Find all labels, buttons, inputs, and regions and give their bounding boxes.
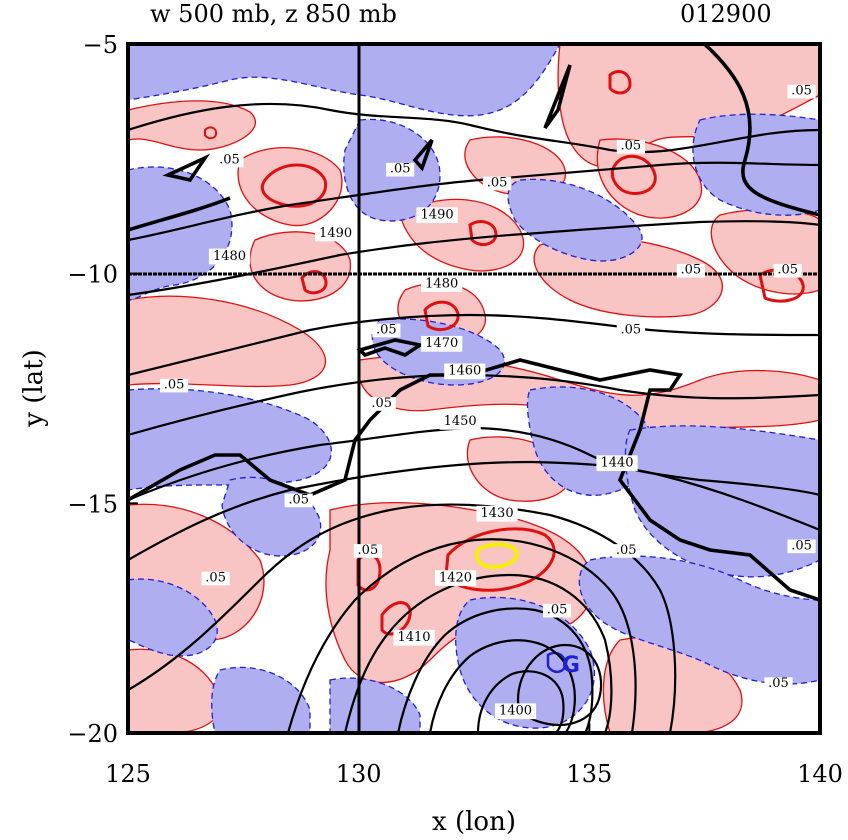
w-contour-label: .05 <box>768 676 789 691</box>
height-contour-label: 1470 <box>425 336 458 351</box>
max-w-contour <box>475 542 519 570</box>
w-contour-label-bg <box>542 603 572 618</box>
w-contour-label: .05 <box>219 152 240 167</box>
height-contour-label-bg <box>434 570 477 586</box>
w-contour-label: .05 <box>621 322 642 337</box>
height-contour-label: 1430 <box>481 506 514 521</box>
y-axis-title: y (lat) <box>19 349 49 428</box>
w-contour-label: .05 <box>547 603 568 618</box>
height-contour-label: 1490 <box>421 208 454 223</box>
height-contour-label: 1480 <box>213 249 246 264</box>
height-contour-label: 1420 <box>439 570 472 585</box>
y-tick-label: −10 <box>67 261 118 289</box>
w-contour-label: .05 <box>358 543 379 558</box>
axis-ticks: 125 130 135 140 −5 −10 −15 −20 <box>67 31 843 788</box>
height-contour-label-bg <box>596 455 638 472</box>
contour-labels: 1490 1480 1470 1460 1450 1440 1430 1420 1410 1400… <box>160 84 816 720</box>
w-min-marker: G <box>562 653 580 678</box>
w-contour-label-bg <box>284 493 313 508</box>
w-contour-label-bg <box>353 544 382 558</box>
height-contour-label: 1460 <box>448 364 481 379</box>
w-contour-label-bg <box>372 323 401 338</box>
w-contour-label: .05 <box>164 378 185 393</box>
x-axis-title: x (lon) <box>432 807 516 837</box>
x-tick-label: 125 <box>105 760 151 788</box>
x-tick-label: 130 <box>336 760 382 788</box>
w-contour-label-bg <box>676 263 705 278</box>
w-fill-negative <box>128 44 820 733</box>
w-contour-label: .05 <box>791 84 812 99</box>
w-contour-label: .05 <box>205 570 226 585</box>
w-strong-contours <box>204 70 805 674</box>
w-contour-label-bg <box>616 323 645 338</box>
height-contour-label-bg <box>421 276 463 292</box>
height-contour-label: 1440 <box>600 456 633 471</box>
plot-area: 1490 1480 1470 1460 1450 1440 1430 1420 1410 1400… <box>128 44 820 733</box>
w-contour-label: .05 <box>621 139 642 154</box>
height-contour-label-bg <box>416 207 458 224</box>
w-contour-label: .05 <box>791 538 812 553</box>
y-tick-label: −5 <box>83 31 118 59</box>
w-contour-label-bg <box>160 378 189 393</box>
height-contour-label-bg <box>315 225 357 242</box>
w-contour-label-bg <box>787 84 816 99</box>
x-tick-label: 140 <box>797 760 843 788</box>
w-contour-label: .05 <box>616 543 637 558</box>
height-contour-label: 1480 <box>425 276 458 291</box>
w-contour-label-bg <box>482 176 512 191</box>
height-contour-label: 1450 <box>444 414 477 429</box>
height-contour-label-bg <box>476 505 518 522</box>
height-contour-label-bg <box>208 248 251 265</box>
w-contour-label-bg <box>612 544 641 558</box>
w-contour-label: .05 <box>371 396 392 411</box>
w-contour-label: .05 <box>680 263 701 278</box>
x-tick-label: 135 <box>566 760 612 788</box>
height-contour-label: 1410 <box>397 630 430 645</box>
w-contour-label: .05 <box>390 162 411 177</box>
height-contours <box>128 102 820 733</box>
coastline <box>128 44 820 602</box>
w-contour-label-bg <box>215 153 244 168</box>
w-contour-label-bg <box>386 162 415 177</box>
w-contour-label: .05 <box>376 322 397 337</box>
w-contour-label: .05 <box>288 492 309 507</box>
y-tick-label: −15 <box>67 490 118 518</box>
height-contour-label-bg <box>444 363 486 380</box>
w-contour-label-bg <box>367 397 396 411</box>
plot-frame <box>126 42 822 735</box>
height-contour-label-bg <box>439 413 481 430</box>
w-contour-label-bg <box>616 139 645 154</box>
w-contour-label-bg <box>773 263 802 278</box>
height-contour-label: 1400 <box>499 704 532 719</box>
w-contour-label: .05 <box>777 263 798 278</box>
height-contour-label: 1490 <box>319 226 352 241</box>
chart-title-right: 012900 <box>680 0 772 28</box>
height-contour-label-bg <box>421 335 463 352</box>
chart-title-left: w 500 mb, z 850 mb <box>150 0 397 28</box>
w-contour-label: .05 <box>487 175 508 190</box>
w-contour-label-bg <box>201 571 230 586</box>
height-contour-label-bg <box>494 703 537 720</box>
height-contour-label-bg <box>393 629 435 646</box>
y-tick-label: −20 <box>67 720 118 748</box>
w-contour-label-bg <box>764 677 793 691</box>
w-contour-label-bg <box>787 539 816 554</box>
